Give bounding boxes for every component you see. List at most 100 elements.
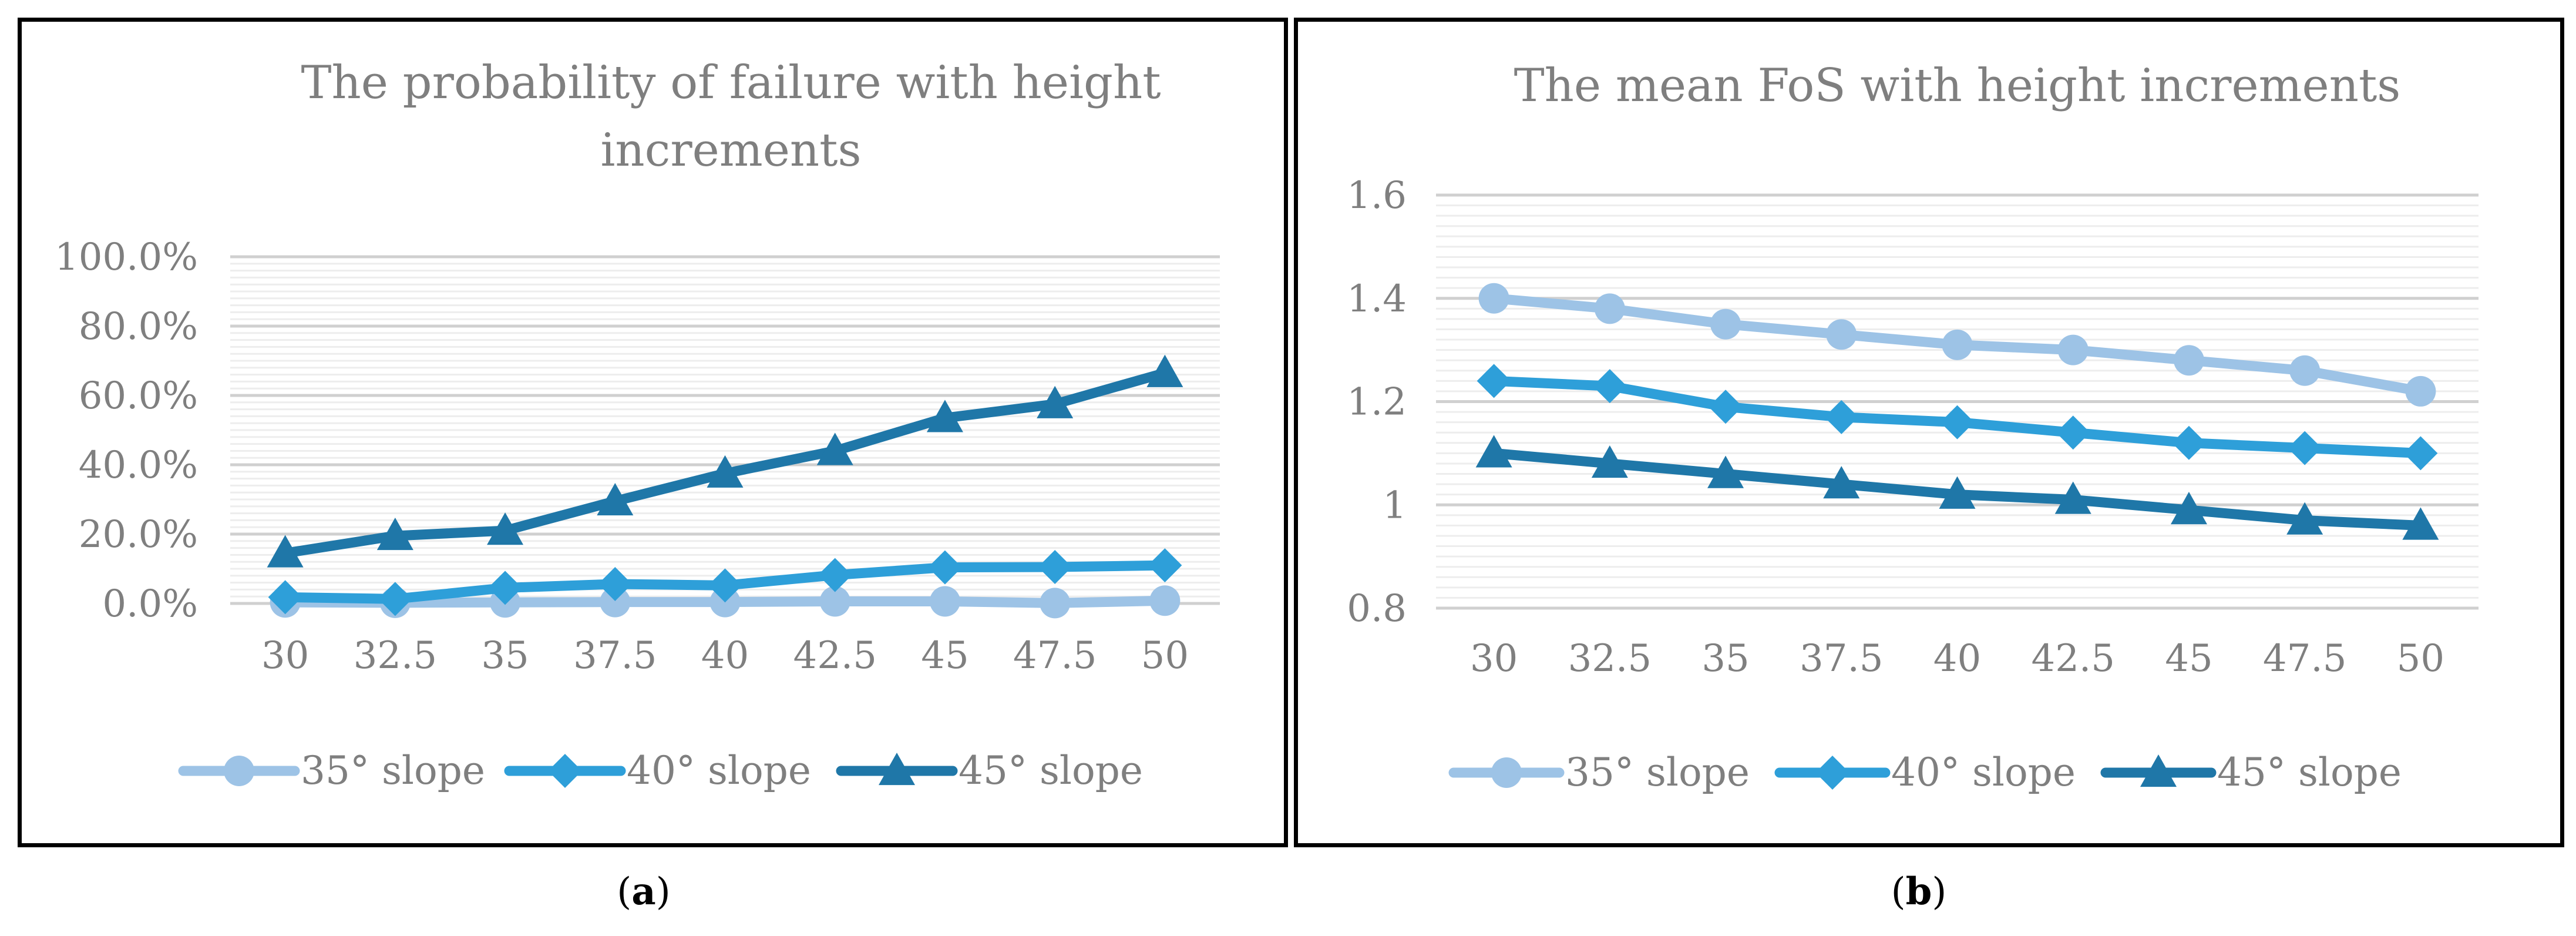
x-tick-label: 47.5 (2263, 637, 2347, 680)
chart-title-line: The probability of failure with height (301, 56, 1161, 109)
x-tick-label: 47.5 (1013, 634, 1097, 677)
legend-label: 40° slope (627, 748, 811, 793)
data-point (268, 580, 302, 615)
legend-item-40-slope: 40° slope (1774, 750, 2076, 795)
data-point (378, 582, 412, 616)
legend-marker (224, 756, 254, 786)
y-tick-label: 1.6 (1347, 174, 1407, 217)
y-tick-label: 0.8 (1347, 587, 1407, 630)
y-tick-label: 60.0% (79, 374, 198, 418)
data-point (2056, 415, 2090, 450)
x-tick-label: 40 (1933, 637, 1981, 680)
data-point (1824, 400, 1859, 434)
series-45-slope (1475, 435, 2439, 540)
legend-label: 45° slope (2217, 750, 2402, 795)
data-point (1037, 385, 1074, 418)
x-tick-label: 40 (701, 634, 749, 677)
data-point (488, 571, 523, 605)
x-tick-label: 35 (481, 634, 529, 677)
x-tick-label: 30 (261, 634, 309, 677)
data-point (2171, 425, 2206, 460)
legend-item-35-slope: 35° slope (178, 748, 485, 793)
x-tick-label: 42.5 (2031, 637, 2115, 680)
data-point (2403, 436, 2438, 471)
x-tick-label: 30 (1470, 637, 1518, 680)
caption-b: (b) (1891, 870, 1947, 914)
chart-title-line: increments (600, 124, 861, 177)
x-tick-label: 32.5 (354, 634, 438, 677)
data-point (600, 586, 631, 618)
y-tick-label: 80.0% (79, 305, 198, 348)
data-point (708, 568, 742, 603)
data-point (1477, 364, 1511, 398)
data-point (1826, 319, 1857, 350)
legend-label: 35° slope (1565, 750, 1750, 795)
legend-label: 35° slope (301, 748, 485, 793)
data-point (927, 550, 962, 585)
legend-marker (879, 753, 915, 786)
legend-item-40-slope: 40° slope (504, 748, 811, 793)
data-point (1939, 476, 1976, 509)
y-tick-label: 40.0% (79, 444, 198, 487)
x-tick-label: 50 (1141, 634, 1189, 677)
data-point (1038, 550, 1072, 585)
data-point (1040, 588, 1071, 619)
x-tick-label: 50 (2397, 637, 2444, 680)
data-point (598, 566, 633, 601)
data-point (929, 586, 960, 617)
x-tick-label: 42.5 (793, 634, 877, 677)
data-point (1709, 390, 1743, 424)
data-point (1942, 329, 1973, 360)
y-tick-label: 1.4 (1347, 277, 1407, 321)
legend-marker (1491, 757, 1522, 788)
data-point (1592, 369, 1627, 404)
x-tick-label: 45 (921, 634, 968, 677)
legend-item-35-slope: 35° slope (1448, 750, 1750, 795)
data-point (597, 482, 634, 516)
data-point (1940, 405, 1975, 440)
data-point (1146, 354, 1183, 387)
data-point (2173, 345, 2204, 376)
x-tick-label: 35 (1701, 637, 1749, 680)
x-tick-label: 45 (2165, 637, 2212, 680)
x-tick-label: 37.5 (573, 634, 657, 677)
data-point (487, 512, 524, 545)
data-point (1475, 435, 1512, 468)
legend-item-45-slope: 45° slope (836, 748, 1143, 793)
legend-marker (2140, 754, 2177, 787)
legend-label: 40° slope (1891, 750, 2076, 795)
caption-b-letter: b (1905, 870, 1932, 914)
chart-panel-mean-fos: The mean FoS with height increments 0.8 1 1… (1294, 18, 2564, 847)
data-point (1707, 455, 1744, 488)
y-tick-label: 20.0% (79, 513, 198, 556)
data-point (376, 517, 413, 551)
y-tick-label: 1 (1383, 484, 1407, 527)
data-point (1149, 585, 1181, 616)
data-point (2289, 355, 2321, 386)
data-point (2288, 431, 2322, 465)
chart-mean-fos: The mean FoS with height increments 0.8 1 1… (1347, 59, 2479, 795)
series-35-slope (1478, 283, 2436, 407)
data-point (2286, 502, 2323, 535)
data-point (1148, 548, 1182, 583)
data-point (1594, 293, 1625, 324)
legend-item-45-slope: 45° slope (2100, 750, 2402, 795)
data-point (1478, 283, 1509, 314)
y-tick-label: 0.0% (102, 582, 198, 626)
chart-probability-of-failure: The probability of failure with height in… (55, 56, 1220, 793)
data-point (2402, 507, 2439, 540)
data-point (1591, 445, 1628, 478)
y-tick-label: 100.0% (55, 236, 198, 279)
data-point (1823, 466, 1860, 499)
data-point (267, 535, 304, 568)
series-45-slope (267, 354, 1183, 568)
data-point (707, 455, 744, 488)
data-point (2170, 492, 2207, 525)
legend-marker (1815, 756, 1849, 790)
data-point (2057, 334, 2089, 365)
data-point (819, 586, 850, 617)
data-point (2054, 481, 2091, 514)
caption-a: (a) (617, 870, 671, 914)
data-point (926, 400, 963, 432)
chart-title-line: The mean FoS with height increments (1514, 59, 2401, 112)
